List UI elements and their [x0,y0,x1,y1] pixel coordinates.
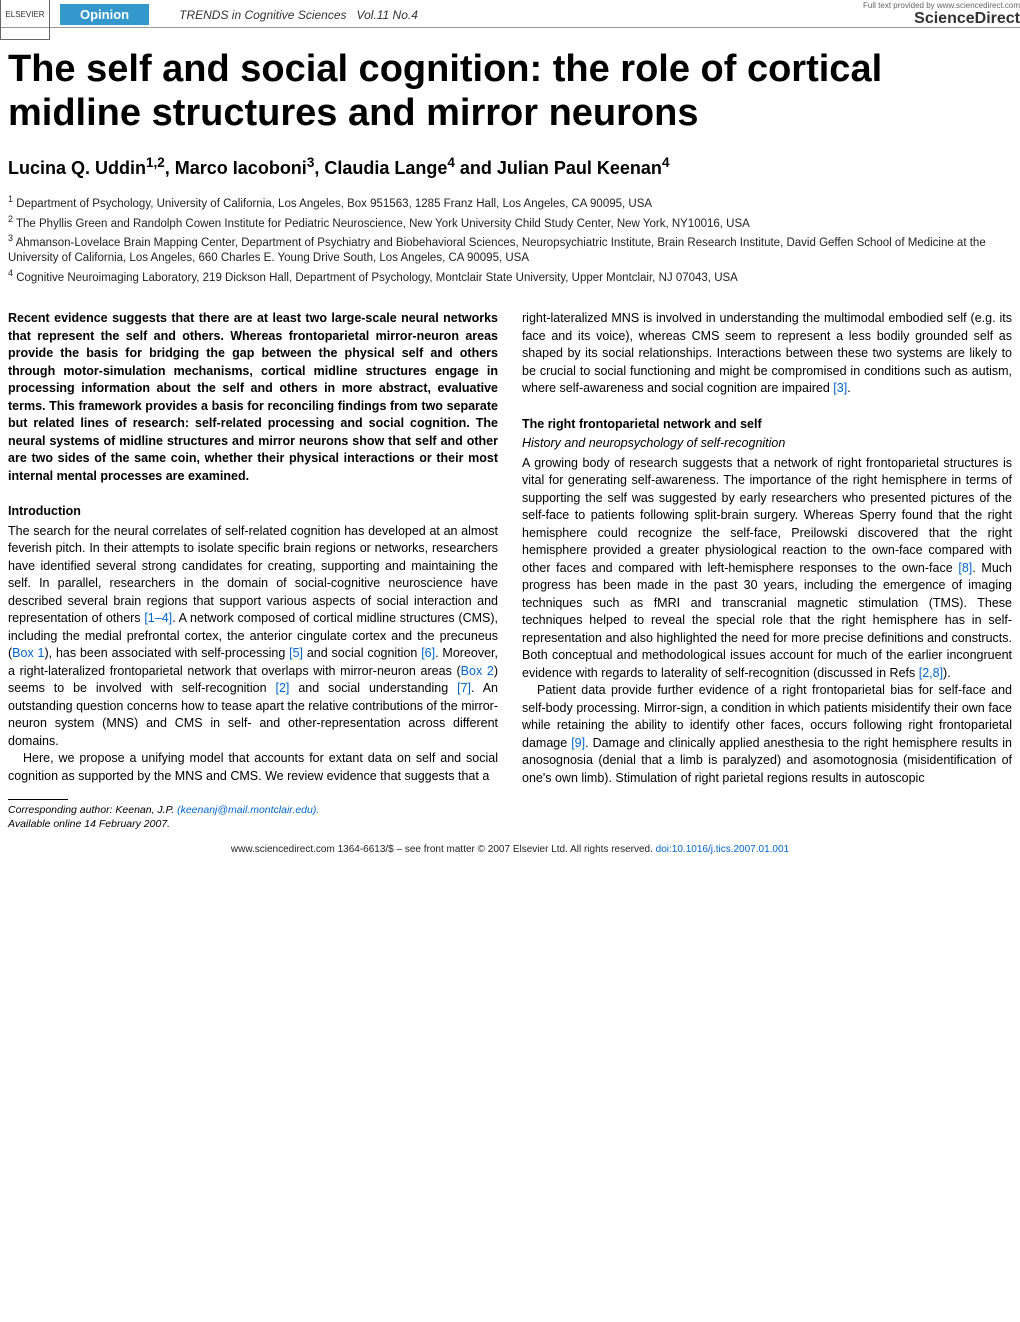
available-online: Available online 14 February 2007. [8,818,170,830]
sub-heading-history: History and neuropsychology of self-reco… [522,435,1012,453]
affiliation-1: 1 Department of Psychology, University o… [8,193,1012,212]
journal-reference: TRENDS in Cognitive Sciences Vol.11 No.4 [179,8,863,22]
section-heading-frontoparietal: The right frontoparietal network and sel… [522,416,1012,434]
affiliation-4: 4 Cognitive Neuroimaging Laboratory, 219… [8,267,1012,286]
footnote-rule [8,799,68,800]
left-column: Recent evidence suggests that there are … [8,310,498,831]
two-column-body: Recent evidence suggests that there are … [0,310,1020,831]
affiliation-3: 3 Ahmanson-Lovelace Brain Mapping Center… [8,232,1012,267]
right-para-3: Patient data provide further evidence of… [522,682,1012,787]
affiliation-2: 2 The Phyllis Green and Randolph Cowen I… [8,213,1012,232]
affiliations-block: 1 Department of Psychology, University o… [8,193,1012,286]
publisher-logo-text: ELSEVIER [5,10,44,19]
sciencedirect-block: Full text provided by www.sciencedirect.… [863,1,1020,28]
right-column: right-lateralized MNS is involved in und… [522,310,1012,831]
sciencedirect-brand: ScienceDirect [914,10,1020,27]
abstract-text: Recent evidence suggests that there are … [8,310,498,485]
intro-heading: Introduction [8,503,498,521]
authors-line: Lucina Q. Uddin1,2, Marco Iacoboni3, Cla… [8,155,1012,179]
corresponding-label: Corresponding author: Keenan, J.P. [8,804,177,816]
category-tag: Opinion [60,4,149,25]
page-footer: www.sciencedirect.com 1364-6613/$ – see … [0,840,1020,859]
corresponding-author-footnote: Corresponding author: Keenan, J.P. (keen… [8,804,498,831]
intro-para-2: Here, we propose a unifying model that a… [8,750,498,785]
intro-para-1: The search for the neural correlates of … [8,523,498,751]
header-bar: ELSEVIER Opinion TRENDS in Cognitive Sci… [0,0,1020,28]
sd-prefix: Full text provided by www.sciencedirect.… [863,1,1020,10]
volume-issue: Vol.11 No.4 [357,8,418,22]
right-para-2: A growing body of research suggests that… [522,455,1012,683]
corresponding-email[interactable]: (keenanj@mail.montclair.edu). [177,804,319,816]
publisher-logo: ELSEVIER [0,0,50,40]
article-title: The self and social cognition: the role … [0,48,1020,135]
right-cont-para: right-lateralized MNS is involved in und… [522,310,1012,398]
footer-text: www.sciencedirect.com 1364-6613/$ – see … [231,844,789,855]
journal-name: TRENDS in Cognitive Sciences [179,8,346,22]
